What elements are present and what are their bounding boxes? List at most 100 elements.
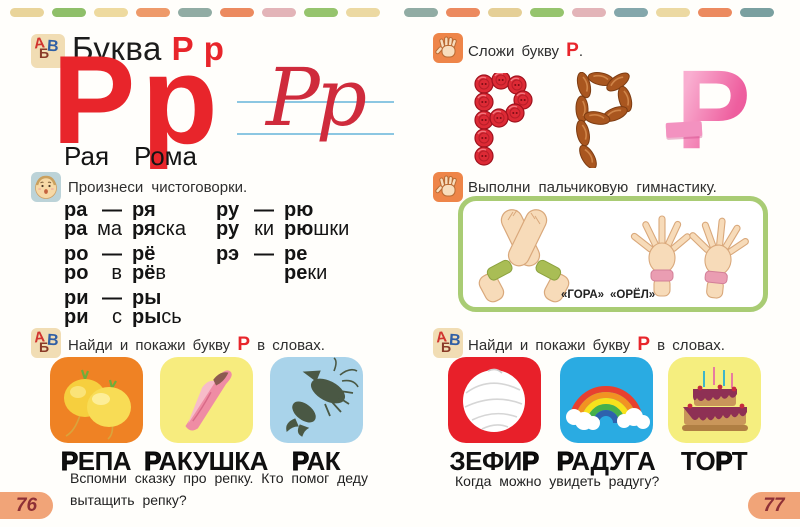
card-label: ЗЕФИР bbox=[419, 446, 569, 477]
page-number-left: 76 bbox=[0, 492, 53, 519]
text-segment: Р bbox=[637, 334, 650, 355]
dash-separator: — bbox=[102, 287, 122, 309]
word-card-rainbow bbox=[560, 357, 653, 443]
word-card-turnip bbox=[50, 357, 143, 443]
syllable-cell: ро в bbox=[64, 262, 122, 284]
syllable-cell: рё bbox=[132, 243, 156, 265]
hands-mountain-image bbox=[478, 209, 570, 303]
syllable-row: ру ки рюшки bbox=[216, 218, 350, 240]
big-print-letters: Рр bbox=[52, 31, 224, 170]
syllable-cell: ру ки bbox=[216, 219, 274, 239]
writing-rule-line bbox=[237, 133, 394, 135]
almonds-letter-p bbox=[573, 72, 634, 168]
card-label: Р ЕПА bbox=[21, 446, 171, 477]
syllable-cell: рю bbox=[284, 199, 314, 221]
text-segment: . bbox=[578, 43, 583, 60]
text-segment: Т bbox=[731, 446, 748, 476]
text-segment: Р bbox=[144, 446, 160, 477]
dash-separator: — bbox=[254, 243, 274, 265]
syllable-cell: ри — bbox=[64, 287, 122, 309]
text-segment: шки bbox=[313, 218, 350, 240]
hand-icon bbox=[433, 172, 463, 202]
syllable-row: ро в рёв bbox=[64, 262, 186, 284]
find-letter-prompt: Найди и покажи букву Р в словах. bbox=[68, 334, 325, 356]
text-segment: ЕПА bbox=[77, 446, 132, 476]
decorative-dash bbox=[94, 8, 128, 17]
text-segment: ро bbox=[64, 262, 89, 284]
text-segment: АК bbox=[306, 446, 341, 476]
text-segment: в словах. bbox=[650, 337, 725, 354]
syllable-cell: ряска bbox=[132, 218, 186, 240]
text-segment: ри bbox=[64, 306, 89, 328]
text-segment: Р bbox=[556, 446, 572, 477]
child-face-icon bbox=[31, 172, 61, 202]
text-segment: ра bbox=[64, 218, 88, 240]
abc-letter-b: Б bbox=[39, 45, 50, 61]
syllable-cell bbox=[216, 264, 274, 283]
syllable-cell: ри с bbox=[64, 306, 122, 328]
card-label: ТОРТ bbox=[639, 446, 789, 477]
text-segment: ЗЕФИ bbox=[449, 446, 522, 476]
abc-letters-icon: А Б В bbox=[31, 34, 65, 68]
text-segment: Р bbox=[237, 334, 250, 355]
say-section-header: Произнеси чистоговорки. bbox=[68, 179, 248, 196]
syllable-row: ро — рё bbox=[64, 243, 186, 265]
dash-separator: — bbox=[102, 243, 122, 265]
text-segment: ре bbox=[284, 262, 308, 284]
decorative-dash bbox=[262, 8, 296, 17]
decorative-dash bbox=[52, 8, 86, 17]
syllable-cell: ря bbox=[132, 199, 156, 221]
syllable-cell: ра ма bbox=[64, 218, 122, 240]
text-segment: Р bbox=[521, 446, 539, 477]
page-title: Буква Р р bbox=[72, 30, 224, 68]
hand-icon bbox=[433, 33, 463, 63]
text-segment: ска bbox=[155, 218, 186, 240]
text-segment: Р bbox=[566, 40, 579, 61]
decorative-dash bbox=[446, 8, 480, 17]
syllable-cell: ру — bbox=[216, 199, 274, 221]
writing-rule-line bbox=[237, 101, 394, 103]
syllable-row: рэ — ре bbox=[216, 243, 349, 265]
decorative-dash bbox=[404, 8, 438, 17]
ribbon-cross-piece bbox=[665, 121, 703, 138]
word-card-zephyr bbox=[448, 357, 541, 443]
card-label: РАК bbox=[241, 446, 391, 477]
syllable-row: ри — ры bbox=[64, 287, 186, 309]
decorative-dash bbox=[572, 8, 606, 17]
abc-letters-icon: А Б В bbox=[31, 328, 61, 358]
syllable-row: ри с рысь bbox=[64, 306, 186, 328]
word-card-seashell bbox=[160, 357, 253, 443]
word-card-cake bbox=[668, 357, 761, 443]
syllable-column: ра — ря ра ма ряска ро — рё ро в рёв ри — ры ри с рысь bbox=[64, 199, 186, 328]
text-segment: рё bbox=[132, 262, 156, 284]
card-label: РАДУГА bbox=[531, 446, 681, 477]
seashell-image bbox=[185, 370, 232, 431]
decorative-dash bbox=[220, 8, 254, 17]
text-segment: Р р bbox=[171, 30, 225, 67]
find-letter-prompt: Найди и покажи букву Р в словах. bbox=[468, 334, 725, 356]
ribbon-letter-p: Р bbox=[665, 54, 768, 166]
syllable-column: ру — рю ру ки рюшки рэ — ре реки bbox=[216, 199, 350, 284]
text-segment: рю bbox=[284, 218, 314, 240]
decorative-dash bbox=[178, 8, 212, 17]
text-segment: АКУШКА bbox=[158, 446, 269, 476]
syllable-cell: реки bbox=[284, 262, 328, 284]
text-segment: с bbox=[112, 306, 122, 328]
turnips-image bbox=[64, 369, 131, 440]
word-card-crayfish bbox=[270, 357, 363, 443]
text-segment: сь bbox=[161, 306, 182, 328]
syllable-cell: рёв bbox=[132, 262, 166, 284]
rainbow-image bbox=[566, 386, 650, 430]
example-name: Рома bbox=[134, 141, 197, 171]
crayfish-image bbox=[286, 357, 359, 437]
text-segment: в bbox=[155, 262, 166, 284]
decorative-dash bbox=[136, 8, 170, 17]
decorative-dash bbox=[740, 8, 774, 17]
card-label: РАКУШКА bbox=[131, 446, 281, 477]
decorative-dash-strip bbox=[10, 8, 774, 17]
abc-letter-v: В bbox=[46, 331, 60, 350]
text-segment: ки bbox=[307, 262, 328, 284]
page-number-right: 77 bbox=[748, 492, 800, 519]
text-segment: ма bbox=[97, 218, 122, 240]
text-segment: в словах. bbox=[250, 337, 325, 354]
